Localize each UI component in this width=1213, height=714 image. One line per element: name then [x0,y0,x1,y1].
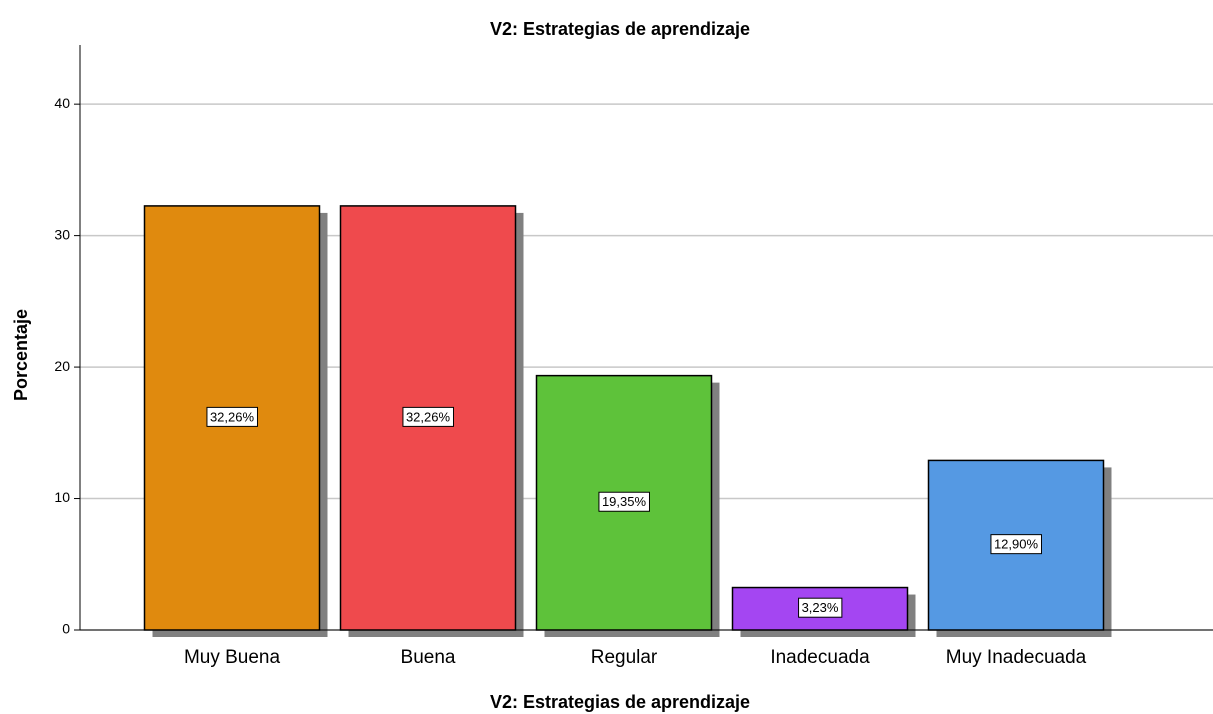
data-label-box [598,491,650,512]
x-tick-label: Buena [401,647,456,668]
y-tick-label: 30 [54,226,70,242]
data-label: 32,26% [406,409,451,424]
x-axis-title: V2: Estrategias de aprendizaje [490,692,750,712]
y-tick-label: 40 [54,95,70,111]
data-label: 12,90% [994,537,1039,552]
x-tick-label: Inadecuada [770,647,870,668]
data-label: 3,23% [802,600,839,615]
data-label: 32,26% [210,409,255,424]
chart-title: V2: Estrategias de aprendizaje [490,19,750,39]
data-label: 19,35% [602,494,647,509]
data-label-box [990,534,1042,555]
x-tick-label: Muy Inadecuada [946,647,1087,668]
x-tick-label: Muy Buena [184,647,281,668]
y-tick-label: 20 [54,358,70,374]
data-label-box [402,406,454,427]
y-tick-label: 0 [62,621,70,637]
y-axis-title: Porcentaje [11,309,31,401]
x-tick-label: Regular [591,647,658,668]
data-label-box [206,406,258,427]
y-tick-label: 10 [54,489,70,505]
data-label-box [798,597,843,618]
